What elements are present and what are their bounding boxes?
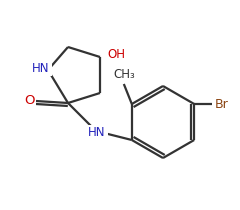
Text: HN: HN: [32, 62, 50, 75]
Text: O: O: [24, 94, 34, 108]
Text: CH₃: CH₃: [113, 68, 135, 81]
Text: Br: Br: [214, 97, 228, 110]
Text: HN: HN: [88, 126, 106, 139]
Text: OH: OH: [107, 49, 125, 62]
